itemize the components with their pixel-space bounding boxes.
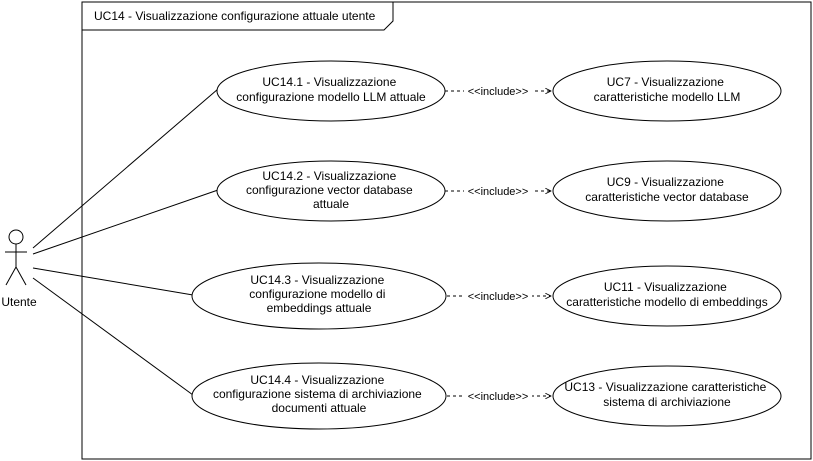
use-case-label-line: caratteristiche modello di embeddings [566, 295, 767, 309]
use-case-label-line: configurazione sistema di archiviazione [213, 387, 422, 401]
include-label-bg [464, 388, 532, 404]
actor-label: Utente [1, 295, 37, 309]
include-label-bg [464, 183, 532, 199]
use-case-label-line: embeddings attuale [267, 301, 372, 315]
use-case-label-line: documenti attuale [272, 401, 367, 415]
use-case-ellipse [552, 265, 782, 327]
use-case-label: UC14.2 - Visualizzazione configurazione … [246, 169, 416, 211]
use-case-ellipse [216, 60, 446, 122]
use-case-label: UC14.4 - Visualizzazione configurazione … [213, 373, 425, 415]
system-boundary-title: UC14 - Visualizzazione configurazione at… [94, 9, 376, 23]
use-case-ellipse [216, 160, 446, 222]
include-label: <<include>> [468, 186, 529, 198]
include-uc14-4-uc13: <<include>> [447, 388, 551, 404]
include-label: <<include>> [468, 391, 529, 403]
use-case-uc14-4: UC14.4 - Visualizzazione configurazione … [191, 362, 447, 430]
use-case-uc14-2: UC14.2 - Visualizzazione configurazione … [216, 160, 446, 222]
use-case-label-line: UC13 - Visualizzazione caratteristiche [564, 380, 766, 394]
associations [32, 88, 219, 396]
use-case-label: UC11 - Visualizzazione caratteristiche m… [566, 280, 767, 309]
include-uc14-1-uc7: <<include>> [445, 83, 551, 99]
use-case-ellipse [552, 365, 782, 427]
frame-title-tab [82, 2, 394, 31]
association-line-uc14-3 [32, 267, 194, 296]
include-label-bg [464, 288, 532, 304]
use-case-label-line: UC11 - Visualizzazione [604, 280, 727, 294]
association-line-uc14-1 [32, 88, 219, 249]
use-case-ellipse [191, 362, 447, 430]
use-case-label-line: configurazione vector database [246, 183, 413, 197]
use-case-label-line: configurazione modello LLM attuale [236, 90, 426, 104]
use-case-ellipse [552, 160, 782, 222]
use-case-label-line: UC7 - Visualizzazione [607, 75, 724, 89]
use-case-uc14-3: UC14.3 - Visualizzazione configurazione … [191, 262, 447, 330]
use-case-label-line: caratteristiche modello LLM [594, 90, 741, 104]
include-uc14-3-uc11: <<include>> [447, 288, 551, 304]
use-case-ellipse [552, 60, 782, 122]
stick-figure-icon [5, 229, 27, 286]
include-uc14-2-uc9: <<include>> [445, 183, 551, 199]
use-case-label: UC14.1 - Visualizzazione configurazione … [236, 75, 426, 104]
use-case-ellipse [191, 262, 447, 330]
use-case-uc9: UC9 - Visualizzazione caratteristiche ve… [552, 160, 782, 222]
use-case-label: UC9 - Visualizzazione caratteristiche ve… [585, 175, 749, 204]
actor-utente: Utente [1, 229, 37, 309]
include-label-bg [464, 83, 532, 99]
association-line-uc14-2 [32, 189, 219, 255]
use-case-label-line: configurazione modello di [249, 287, 385, 301]
use-case-uc7: UC7 - Visualizzazione caratteristiche mo… [552, 60, 782, 122]
use-case-label-line: UC9 - Visualizzazione [607, 175, 724, 189]
use-case-label-line: caratteristiche vector database [585, 190, 749, 204]
use-case-uc13: UC13 - Visualizzazione caratteristiche s… [552, 365, 782, 427]
use-case-label: UC7 - Visualizzazione caratteristiche mo… [594, 75, 741, 104]
use-case-label-line: sistema di archiviazione [603, 395, 731, 409]
include-dependencies: <<include>> <<include>> <<include>> <<in… [445, 83, 551, 404]
include-label: <<include>> [468, 86, 529, 98]
use-case-label-line: UC14.2 - Visualizzazione [262, 169, 396, 183]
include-label: <<include>> [468, 291, 529, 303]
use-case-uc11: UC11 - Visualizzazione caratteristiche m… [552, 265, 782, 327]
use-case-label-line: attuale [313, 197, 349, 211]
use-case-label: UC14.3 - Visualizzazione configurazione … [249, 273, 388, 315]
use-case-label-line: UC14.4 - Visualizzazione [250, 373, 384, 387]
use-case-uc14-1: UC14.1 - Visualizzazione configurazione … [216, 60, 446, 122]
use-case-label-line: UC14.3 - Visualizzazione [250, 273, 384, 287]
association-line-uc14-4 [32, 277, 194, 396]
use-case-label-line: UC14.1 - Visualizzazione [262, 75, 396, 89]
use-case-label: UC13 - Visualizzazione caratteristiche s… [564, 380, 769, 409]
